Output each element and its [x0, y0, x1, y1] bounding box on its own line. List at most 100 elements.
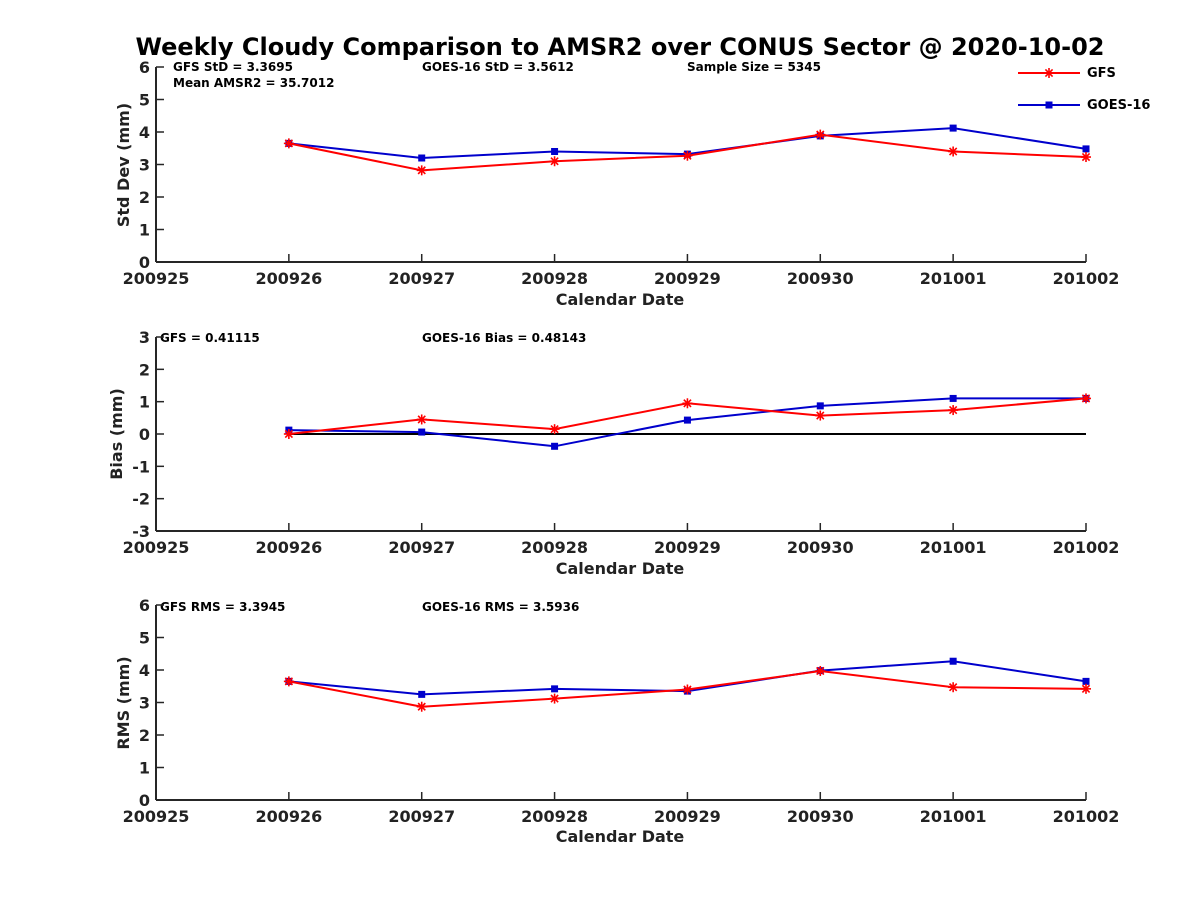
panel-bias-x-tick-label: 200928 — [521, 538, 588, 557]
panel-bias-series-gfs-point — [682, 398, 693, 409]
panel-rms-annotation-gfs: GFS RMS = 3.3945 — [160, 600, 285, 614]
panel-bias-series-gfs-point — [948, 405, 959, 416]
panel-rms-y-tick-label: 3 — [139, 694, 150, 713]
panel-std-dev-series-gfs-point — [283, 138, 294, 149]
panel-std-dev-x-tick-label: 200928 — [521, 269, 588, 288]
panel-bias-series-gfs-point — [1081, 393, 1091, 404]
panel-std-dev-y-tick-label: 4 — [139, 123, 150, 142]
panel-rms-series-gfs-point — [1081, 683, 1091, 694]
panel-bias-ylabel: Bias (mm) — [107, 388, 126, 480]
panel-std-dev-x-tick-label: 201002 — [1053, 269, 1120, 288]
panel-bias: GFS = 0.41115 GOES-16 Bias = 0.48143 Cal… — [107, 328, 1119, 578]
panel-bias-series-goes-16-point — [551, 442, 559, 450]
panel-bias-y-tick-label: 2 — [139, 360, 150, 379]
panel-std-dev-x-tick-label: 200925 — [123, 269, 190, 288]
panel-rms-series-goes-16-point — [418, 690, 426, 698]
panel-rms-y-tick-label: 1 — [139, 759, 150, 778]
panel-rms-series-goes-16-point — [551, 685, 559, 693]
panel-std-dev-annotation-sample: Sample Size = 5345 — [687, 60, 821, 74]
panel-rms-x-tick-label: 200926 — [255, 807, 322, 826]
legend: GFS GOES-16 — [1018, 66, 1150, 113]
panel-std-dev-ylabel: Std Dev (mm) — [114, 103, 133, 227]
legend-gfs-asterisk — [1044, 68, 1054, 78]
panel-bias-x-tick-label: 201001 — [920, 538, 987, 557]
panel-bias-y-tick-label: 1 — [139, 393, 150, 412]
panel-std-dev-series-gfs-point — [815, 129, 826, 140]
panel-std-dev-annotation-gfs: GFS StD = 3.3695 — [173, 60, 293, 74]
panel-std-dev-xlabel: Calendar Date — [556, 290, 685, 309]
panel-std-dev-annotation-mean: Mean AMSR2 = 35.7012 — [173, 76, 334, 90]
panel-rms-series-gfs-point — [682, 684, 693, 695]
panel-std-dev-y-tick-label: 6 — [139, 58, 150, 77]
panel-bias-series-goes-16-point — [683, 416, 691, 424]
panel-rms-series-gfs-point — [283, 676, 294, 687]
panel-rms-y-tick-label: 6 — [139, 596, 150, 615]
legend-goes-marker — [1045, 101, 1053, 109]
panel-bias-series-goes-16-point — [418, 428, 426, 436]
panel-std-dev-x-tick-label: 200927 — [388, 269, 455, 288]
legend-gfs-marker — [1044, 68, 1054, 78]
panel-rms-series-gfs-point — [948, 682, 959, 693]
panel-std-dev-y-tick-label: 3 — [139, 156, 150, 175]
panel-rms-series-gfs-point — [815, 665, 826, 676]
panel-bias-series-goes-16-point — [949, 394, 957, 402]
panel-rms-y-tick-label: 4 — [139, 661, 150, 680]
panel-rms-x-tick-label: 200925 — [123, 807, 190, 826]
panel-rms-y-tick-label: 2 — [139, 726, 150, 745]
panel-std-dev-series-goes-16-point — [418, 154, 426, 162]
panel-rms: GFS RMS = 3.3945 GOES-16 RMS = 3.5936 Ca… — [114, 596, 1119, 846]
panel-bias-series-goes-16-point — [816, 402, 824, 410]
panel-rms-y-tick-label: 0 — [139, 791, 150, 810]
panel-bias-y-tick-label: -3 — [132, 522, 150, 541]
panel-rms-x-tick-label: 200928 — [521, 807, 588, 826]
panel-rms-series-goes-16-point — [1082, 677, 1090, 685]
legend-gfs-label: GFS — [1087, 66, 1116, 81]
panel-std-dev-annotation-goes: GOES-16 StD = 3.5612 — [422, 60, 574, 74]
panel-rms-series-goes-16-point — [949, 657, 957, 665]
panel-rms-series-gfs-point — [416, 701, 427, 712]
panel-rms-y-tick-label: 5 — [139, 629, 150, 648]
panel-bias-x-tick-label: 200930 — [787, 538, 854, 557]
panel-std-dev-series-gfs-point — [948, 146, 959, 157]
panel-rms-series-gfs-point — [549, 693, 560, 704]
panel-std-dev-y-tick-label: 1 — [139, 221, 150, 240]
panel-std-dev-x-tick-label: 200929 — [654, 269, 721, 288]
panel-std-dev-series-goes-16-point — [949, 124, 957, 132]
panel-bias-y-tick-label: 0 — [139, 425, 150, 444]
panel-bias-x-tick-label: 200929 — [654, 538, 721, 557]
panel-rms-x-tick-label: 201002 — [1053, 807, 1120, 826]
panel-bias-series-gfs-point — [283, 429, 294, 439]
panel-std-dev-series-gfs-point — [416, 165, 427, 176]
panel-rms-x-tick-label: 200929 — [654, 807, 721, 826]
panel-bias-series-gfs-point — [416, 414, 427, 425]
chart-title: Weekly Cloudy Comparison to AMSR2 over C… — [136, 33, 1105, 61]
panel-bias-x-tick-label: 200927 — [388, 538, 455, 557]
panel-rms-annotation-goes: GOES-16 RMS = 3.5936 — [422, 600, 579, 614]
panel-rms-x-tick-label: 200930 — [787, 807, 854, 826]
panel-std-dev-series-gfs-point — [1081, 152, 1091, 163]
panel-std-dev-series-goes-16-point — [551, 148, 559, 155]
panel-std-dev-x-tick-label: 201001 — [920, 269, 987, 288]
panel-bias-series-gfs-point — [549, 424, 560, 435]
panel-bias-y-tick-label: -2 — [132, 490, 150, 509]
panel-bias-y-tick-label: 3 — [139, 328, 150, 347]
panel-rms-ylabel: RMS (mm) — [114, 656, 133, 749]
panel-std-dev-y-tick-label: 5 — [139, 91, 150, 110]
panel-bias-x-tick-label: 201002 — [1053, 538, 1120, 557]
panel-rms-xlabel: Calendar Date — [556, 827, 685, 846]
panel-bias-series-gfs-point — [815, 410, 826, 421]
panel-std-dev-series-goes-16-point — [1082, 145, 1090, 153]
panel-std-dev-series-gfs-point — [682, 150, 693, 161]
panel-std-dev: GFS StD = 3.3695 Mean AMSR2 = 35.7012 GO… — [114, 58, 1119, 309]
panel-rms-x-tick-label: 201001 — [920, 807, 987, 826]
panel-std-dev-y-tick-label: 0 — [139, 253, 150, 272]
panel-bias-xlabel: Calendar Date — [556, 559, 685, 578]
panel-std-dev-x-tick-label: 200926 — [255, 269, 322, 288]
panel-bias-x-tick-label: 200925 — [123, 538, 190, 557]
panel-bias-x-tick-label: 200926 — [255, 538, 322, 557]
panel-rms-x-tick-label: 200927 — [388, 807, 455, 826]
panel-std-dev-x-tick-label: 200930 — [787, 269, 854, 288]
legend-goes-label: GOES-16 — [1087, 98, 1150, 113]
panel-std-dev-series-gfs-point — [549, 156, 560, 167]
